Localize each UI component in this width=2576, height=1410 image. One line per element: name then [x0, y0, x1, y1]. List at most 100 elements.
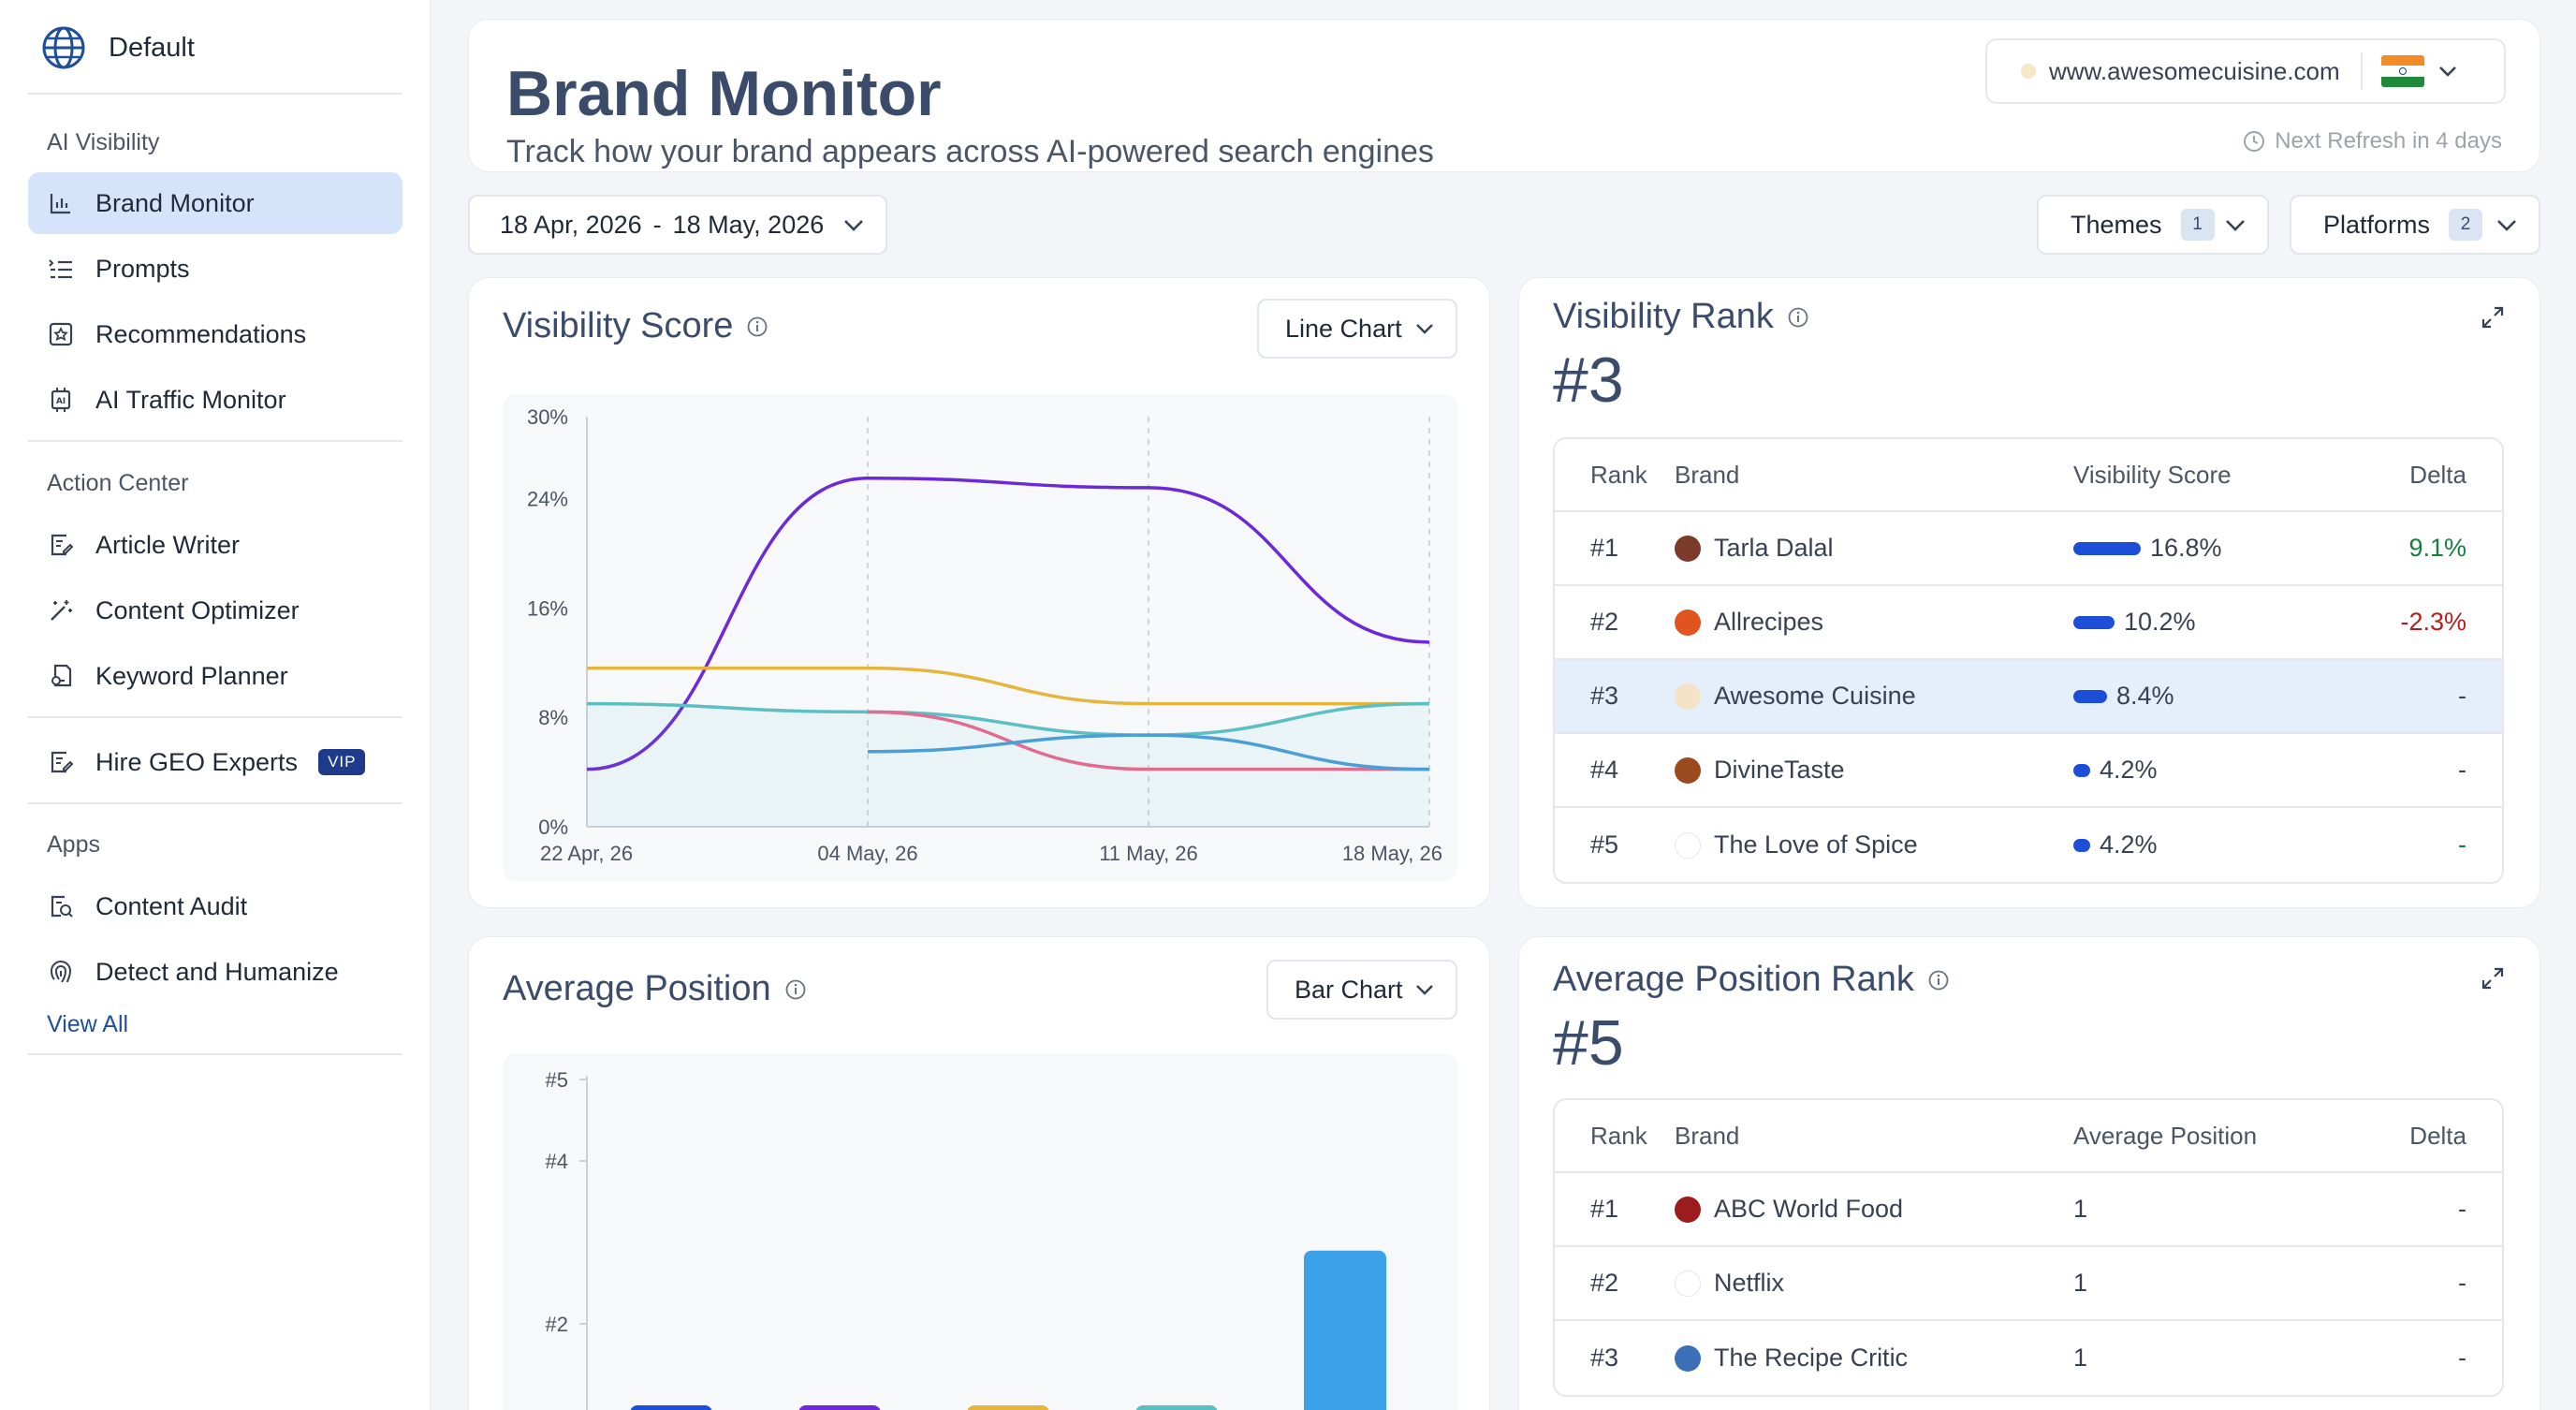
- visibility-score-panel: Visibility Score Line Chart 0% 8% 16% 24% 30…: [468, 277, 1490, 908]
- sidebar-item-label: Recommendations: [95, 319, 307, 348]
- y-tick-label: #5: [546, 1068, 568, 1092]
- refresh-status: Next Refresh in 4 days: [2243, 128, 2502, 154]
- column-header[interactable]: Delta: [2409, 460, 2466, 489]
- brand-name: DivineTaste: [1714, 756, 1845, 784]
- sidebar-item-recommendations[interactable]: Recommendations: [28, 303, 402, 365]
- x-tick-label: 11 May, 26: [1099, 842, 1198, 865]
- series-line[interactable]: [586, 666, 1429, 706]
- bar[interactable]: [630, 1405, 712, 1410]
- average-position-panel: Average Position Bar Chart #2 #4 #5: [468, 936, 1490, 1410]
- chart-type-select[interactable]: Bar Chart: [1266, 960, 1457, 1020]
- table-row[interactable]: #2 Netflix 1 -: [1555, 1247, 2502, 1321]
- info-icon[interactable]: [746, 316, 768, 338]
- series-line[interactable]: [867, 710, 1429, 771]
- score-cell: 1: [2073, 1344, 2382, 1373]
- expand-icon[interactable]: [2480, 965, 2506, 991]
- rank-cell: #1: [1590, 534, 1619, 562]
- page-subtitle: Track how your brand appears across AI-p…: [506, 134, 1434, 169]
- sidebar-item-content-audit[interactable]: Content Audit: [28, 875, 402, 937]
- domain-url: www.awesomecuisine.com: [2049, 56, 2340, 85]
- india-flag-icon[interactable]: [2380, 55, 2424, 87]
- column-header[interactable]: Visibility Score: [2073, 460, 2232, 489]
- column-header[interactable]: Brand: [1675, 1121, 1740, 1150]
- table-row[interactable]: #2 Allrecipes 10.2% -2.3%: [1555, 586, 2502, 660]
- globe-icon: [42, 26, 85, 69]
- rank-cell: #4: [1590, 756, 1619, 784]
- column-header[interactable]: Rank: [1590, 1121, 1647, 1150]
- sidebar-item-label: Brand Monitor: [95, 188, 255, 217]
- sidebar-item-brand-monitor[interactable]: Brand Monitor: [28, 172, 402, 234]
- sidebar-item-content-optimizer[interactable]: Content Optimizer: [28, 580, 402, 641]
- table-row[interactable]: #1 ABC World Food 1 -: [1555, 1173, 2502, 1247]
- page-title: Brand Monitor: [506, 58, 942, 129]
- average-position-rank-table: Rank Brand Average Position Delta #1 ABC …: [1553, 1098, 2504, 1397]
- bar-chart-icon: [47, 189, 75, 217]
- series-line[interactable]: [586, 701, 1430, 737]
- date-range-picker[interactable]: 18 Apr, 2026 - 18 May, 2026: [468, 195, 887, 255]
- rank-cell: #2: [1590, 1269, 1619, 1297]
- score-value: 1: [2073, 1195, 2088, 1223]
- rank-cell: #3: [1590, 682, 1619, 710]
- sidebar-item-label: Article Writer: [95, 530, 241, 559]
- table-row[interactable]: #3 Awesome Cuisine 8.4% -: [1555, 660, 2502, 734]
- sidebar-item-article-writer[interactable]: Article Writer: [28, 514, 402, 576]
- workspace-switcher[interactable]: Default: [41, 24, 195, 71]
- score-cell: 4.2%: [2073, 756, 2382, 785]
- table-row[interactable]: #5 The Love of Spice 4.2% -: [1555, 808, 2502, 882]
- info-icon[interactable]: [1787, 306, 1809, 329]
- themes-filter-button[interactable]: Themes 1: [2037, 195, 2269, 255]
- table-row[interactable]: #1 Tarla Dalal 16.8% 9.1%: [1555, 512, 2502, 586]
- chart-type-select[interactable]: Line Chart: [1257, 299, 1457, 359]
- delta-cell: -: [2458, 682, 2466, 710]
- sidebar-item-label: Detect and Humanize: [95, 957, 339, 986]
- bar[interactable]: [1135, 1405, 1218, 1410]
- sidebar-item-prompts[interactable]: Prompts: [28, 238, 402, 300]
- info-icon[interactable]: [1927, 969, 1950, 991]
- sidebar-item-keyword-planner[interactable]: Keyword Planner: [28, 645, 402, 707]
- delta-cell: -: [2458, 756, 2466, 784]
- y-tick-label: 16%: [527, 596, 568, 620]
- platforms-filter-button[interactable]: Platforms 2: [2290, 195, 2540, 255]
- column-header[interactable]: Brand: [1675, 460, 1740, 489]
- sidebar-item-label: Content Optimizer: [95, 595, 300, 624]
- table-row[interactable]: #4 DivineTaste 4.2% -: [1555, 734, 2502, 808]
- visibility-rank-panel: Visibility Rank #3 Rank Brand Visibility…: [1518, 277, 2540, 908]
- view-all-link[interactable]: View All: [47, 1011, 129, 1037]
- platforms-label: Platforms: [2323, 210, 2431, 239]
- panel-title: Average Position Rank: [1553, 960, 1950, 1000]
- current-rank: #5: [1553, 1007, 1624, 1079]
- sidebar-item-detect-and-humanize[interactable]: Detect and Humanize: [28, 941, 402, 1003]
- sidebar-item-hire-geo-experts[interactable]: Hire GEO Experts VIP: [28, 731, 402, 793]
- series-area: [587, 703, 1429, 827]
- score-cell: 10.2%: [2073, 608, 2382, 637]
- series-line[interactable]: [586, 476, 1430, 771]
- rank-cell: #1: [1590, 1195, 1619, 1223]
- column-header[interactable]: Delta: [2409, 1121, 2466, 1150]
- score-cell: 1: [2073, 1269, 2382, 1298]
- line-chart-area: 0% 8% 16% 24% 30% 22 Apr, 26 04 May, 26 11 May,…: [503, 394, 1457, 881]
- bar[interactable]: [1304, 1250, 1386, 1410]
- chevron-down-icon[interactable]: [2437, 65, 2458, 78]
- y-tick-label: 0%: [538, 815, 568, 839]
- divider: [28, 440, 402, 442]
- delta-cell: -: [2458, 1269, 2466, 1297]
- bar[interactable]: [967, 1405, 1049, 1410]
- column-header[interactable]: Average Position: [2073, 1121, 2258, 1150]
- brand-cell: The Love of Spice: [1675, 830, 2073, 859]
- bar[interactable]: [798, 1405, 881, 1410]
- info-icon[interactable]: [784, 978, 807, 1001]
- column-header[interactable]: Rank: [1590, 460, 1647, 489]
- workspace-name: Default: [109, 32, 195, 63]
- ai-chip-icon: AI: [47, 386, 75, 414]
- score-bar: [2073, 763, 2090, 777]
- series-line[interactable]: [867, 733, 1430, 771]
- brand-cell: Awesome Cuisine: [1675, 682, 2073, 711]
- domain-selector[interactable]: www.awesomecuisine.com: [1985, 38, 2506, 104]
- sidebar-item-ai-traffic-monitor[interactable]: AI AI Traffic Monitor: [28, 369, 402, 431]
- refresh-text: Next Refresh in 4 days: [2275, 128, 2502, 154]
- table-row[interactable]: #3 The Recipe Critic 1 -: [1555, 1321, 2502, 1395]
- brand-logo-icon: [1675, 831, 1701, 859]
- magic-wand-icon: [47, 596, 75, 624]
- brand-logo-icon: [1675, 756, 1701, 784]
- expand-icon[interactable]: [2480, 304, 2506, 330]
